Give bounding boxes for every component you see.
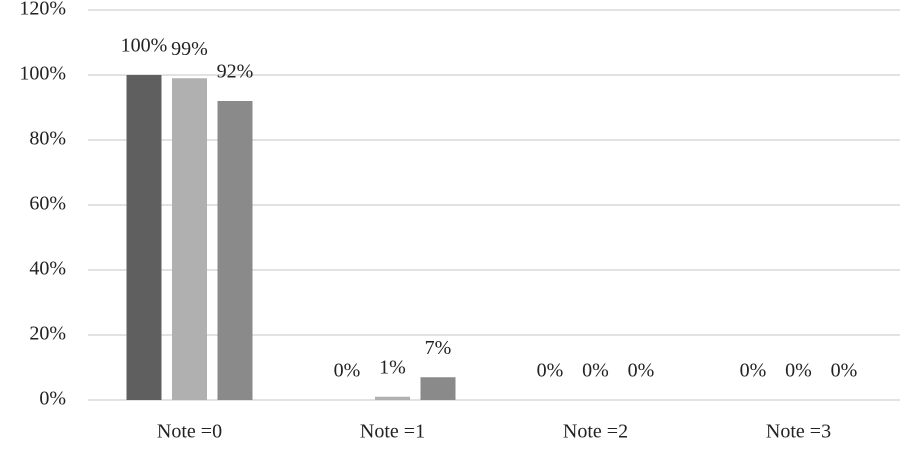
y-tick-label: 0%: [39, 388, 66, 410]
bar: [375, 396, 410, 400]
value-label: 0%: [740, 360, 767, 382]
value-label: 99%: [171, 38, 208, 60]
bar: [172, 78, 207, 400]
y-tick-label: 60%: [29, 193, 66, 215]
value-label: 0%: [785, 360, 812, 382]
value-label: 0%: [831, 360, 858, 382]
value-label: 100%: [121, 35, 168, 57]
value-label: 0%: [628, 360, 655, 382]
y-tick-label: 80%: [29, 128, 66, 150]
value-label: 0%: [582, 360, 609, 382]
x-tick-label: Note =0: [157, 421, 222, 443]
value-label: 0%: [334, 360, 361, 382]
x-tick-label: Note =1: [360, 421, 425, 443]
y-tick-label: 120%: [19, 0, 66, 20]
value-label: 7%: [425, 337, 452, 359]
y-tick-label: 100%: [19, 63, 66, 85]
bar: [126, 75, 162, 400]
bar: [217, 101, 253, 400]
x-tick-label: Note =2: [563, 421, 628, 443]
value-label: 1%: [379, 356, 406, 378]
y-tick-label: 40%: [29, 258, 66, 280]
x-tick-label: Note =3: [766, 421, 831, 443]
value-label: 92%: [217, 61, 254, 83]
bar: [420, 377, 456, 400]
value-label: 0%: [537, 360, 564, 382]
y-tick-label: 20%: [29, 323, 66, 345]
